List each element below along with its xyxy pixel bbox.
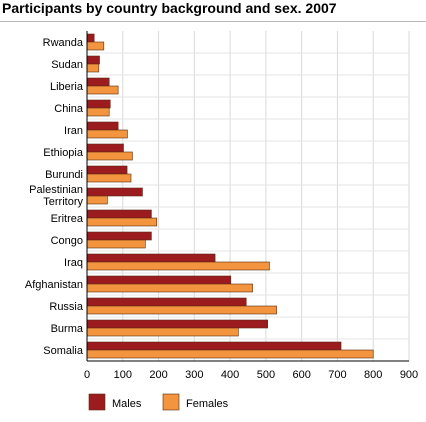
bar-males-burma <box>86 319 268 329</box>
category-label: Burundi <box>45 169 83 181</box>
category-label: Congo <box>51 235 83 247</box>
x-tick-label: 200 <box>149 369 167 381</box>
bar-females-liberia <box>86 85 119 95</box>
category-labels: Rwanda Sudan Liberia China Iran Ethiopia Burun… <box>25 37 84 357</box>
bar-females-iran <box>86 129 128 139</box>
bar-males-eritrea <box>86 209 152 219</box>
bar-males-iran <box>86 121 119 131</box>
legend-swatch-females <box>162 393 180 411</box>
x-tick-label: 800 <box>364 369 382 381</box>
legend-swatch-males <box>88 393 106 411</box>
bar-females-eritrea <box>86 217 158 227</box>
x-tick-label: 700 <box>328 369 346 381</box>
category-label: Liberia <box>50 81 84 93</box>
x-tick-label: 600 <box>292 369 310 381</box>
bar-females-afghanistan <box>86 283 253 293</box>
bar-females-iraq <box>86 261 270 271</box>
bar-females-congo <box>86 239 146 249</box>
bar-males-china <box>86 99 111 109</box>
x-tick-labels: 0 100 200 300 400 500 600 700 800 900 <box>84 369 418 381</box>
x-tick-label: 400 <box>221 369 239 381</box>
bar-group <box>86 33 374 359</box>
legend-label-males: Males <box>112 398 142 410</box>
bar-males-sudan <box>86 55 100 65</box>
x-tick-label: 500 <box>257 369 275 381</box>
category-label: China <box>54 103 84 115</box>
bar-males-somalia <box>86 341 342 351</box>
category-label: Iran <box>64 125 83 137</box>
bar-females-burma <box>86 327 239 337</box>
bar-females-burundi <box>86 173 132 183</box>
category-label: Ethiopia <box>43 147 84 159</box>
bar-females-somalia <box>86 349 374 359</box>
bar-males-burundi <box>86 165 128 175</box>
category-label: Rwanda <box>43 37 84 49</box>
legend-label-females: Females <box>186 398 229 410</box>
bar-males-rwanda <box>86 33 95 43</box>
category-label: Somalia <box>43 345 84 357</box>
bar-males-russia <box>86 297 247 307</box>
bar-males-ethiopia <box>86 143 124 153</box>
legend: Males Females <box>88 393 229 411</box>
bar-males-palestinian-territory <box>86 187 143 197</box>
bar-females-ethiopia <box>86 151 133 161</box>
chart-title: Participants by country background and s… <box>2 0 337 16</box>
category-label: Eritrea <box>51 213 84 225</box>
category-label: Russia <box>49 301 84 313</box>
category-label: Iraq <box>64 257 83 269</box>
category-label: Afghanistan <box>25 279 83 291</box>
x-tick-label: 900 <box>400 369 418 381</box>
category-label: Palestinian Territory <box>29 184 83 208</box>
category-label: Sudan <box>51 59 83 71</box>
title-divider <box>0 21 426 22</box>
bar-females-palestinian-territory <box>86 195 108 205</box>
x-tick-label: 0 <box>84 369 90 381</box>
category-label: Burma <box>51 323 84 335</box>
x-tick-label: 100 <box>114 369 132 381</box>
x-tick-label: 300 <box>185 369 203 381</box>
bar-males-liberia <box>86 77 110 87</box>
grid-lines <box>87 31 410 361</box>
bar-males-iraq <box>86 253 216 263</box>
bar-females-china <box>86 107 110 117</box>
bar-males-congo <box>86 231 152 241</box>
bar-females-rwanda <box>86 41 105 51</box>
bar-males-afghanistan <box>86 275 232 285</box>
axes <box>86 31 409 362</box>
bar-females-sudan <box>86 63 100 73</box>
bar-females-russia <box>86 305 277 315</box>
